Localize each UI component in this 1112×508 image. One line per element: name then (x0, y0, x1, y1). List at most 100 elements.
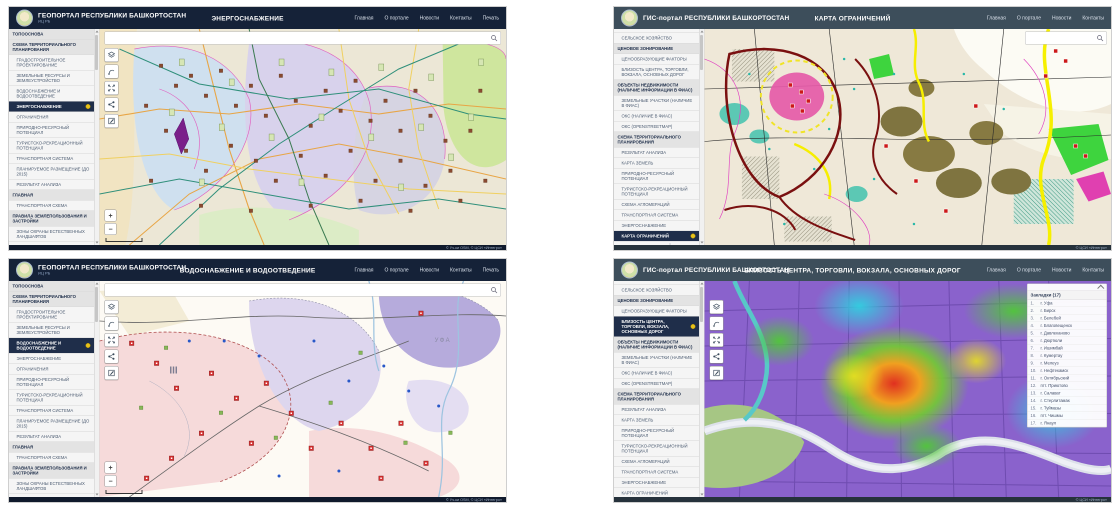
nav-link[interactable]: Контакты (1082, 267, 1104, 273)
sidebar-item[interactable]: ПРИРОДНО-РЕСУРСНЫЙ ПОТЕНЦИАЛ (614, 425, 699, 442)
sidebar-item[interactable]: ОКС (НАЛИЧИЕ В ФИАС) (614, 111, 699, 122)
legend-row[interactable]: 9. г. Мелеуз (1027, 360, 1107, 367)
sidebar-item[interactable]: КАРТА ЗЕМЕЛЬ (614, 415, 699, 426)
sidebar-item[interactable]: СХЕМА ТЕРРИТОРИАЛЬНОГО ПЛАНИРОВАНИЯ (614, 389, 699, 405)
sidebar-item[interactable]: ЭНЕРГОСНАБЖЕНИЕ (614, 220, 699, 232)
sidebar-item[interactable]: ОКС (OPENSTREETMAP) (614, 378, 699, 390)
sidebar-item[interactable]: ОКС (OPENSTREETMAP) (614, 121, 699, 133)
scroll-down-icon[interactable] (95, 240, 100, 245)
zoom-in-button[interactable]: + (104, 209, 117, 222)
edit-tool-button[interactable] (104, 366, 119, 380)
legend-row[interactable]: 2. г. Бирск (1027, 307, 1107, 315)
sidebar-item[interactable]: АГРОПРОМЫШЛЕННЫЙ КОМПЛЕКС (614, 241, 699, 245)
legend-row[interactable]: 6. г. Дюртюли (1027, 337, 1107, 345)
sidebar-item[interactable]: РЕЗУЛЬТАТ АНАЛИЗА (9, 431, 94, 443)
scroll-up-icon[interactable] (700, 281, 705, 286)
nav-link[interactable]: Новости (419, 15, 440, 21)
sidebar-item[interactable]: ПРИРОДНО-РЕСУРСНЫЙ ПОТЕНЦИАЛ (614, 168, 699, 185)
nav-link[interactable]: Контакты (450, 267, 472, 273)
nav-link[interactable]: Печать (482, 15, 499, 21)
sidebar-scrollbar[interactable] (699, 29, 705, 245)
sidebar-item[interactable]: ЗОНЫ ОХРАНЫ ЕСТЕСТВЕННЫХ ЛАНДШАФТОВ (9, 478, 94, 495)
sidebar-item[interactable]: ГЛАВНАЯ (9, 190, 94, 201)
sidebar-item[interactable]: БЛИЗОСТЬ ЦЕНТРА, ТОРГОВЛИ, ВОКЗАЛА, ОСНО… (614, 64, 699, 81)
share-tool-button[interactable] (709, 349, 724, 364)
layers-tool-button[interactable] (104, 48, 119, 62)
scroll-thumb[interactable] (700, 35, 703, 70)
sidebar-item[interactable]: ЦЕНОВОЕ ЗОНИРОВАНИЕ (614, 295, 699, 307)
sidebar-item[interactable]: КАРТА ОГРАНИЧЕНИЙ (614, 488, 699, 497)
map-canvas-restrictions[interactable] (704, 29, 1112, 245)
share-tool-button[interactable] (104, 349, 119, 364)
sidebar-item[interactable]: СХЕМА ТЕРРИТОРИАЛЬНОГО ПЛАНИРОВАНИЯ (614, 132, 699, 148)
legend-row[interactable]: 17. г. Янаул (1027, 420, 1107, 427)
scroll-down-icon[interactable] (700, 492, 705, 497)
sidebar-item[interactable]: РЕЗУЛЬТАТ АНАЛИЗА (9, 179, 94, 191)
legend-row[interactable]: 7. г. Ишимбай (1027, 345, 1107, 352)
legend-collapse[interactable] (1027, 284, 1107, 292)
sidebar-item[interactable]: ТРАНСПОРТНАЯ СИСТЕМА (614, 210, 699, 221)
sidebar-item[interactable]: ЭНЕРГОСНАБЖЕНИЕ (9, 353, 94, 365)
nav-link[interactable]: Новости (1052, 15, 1072, 21)
layers-tool-button[interactable] (709, 300, 724, 314)
sidebar-item[interactable]: ПЛАНИРУЕМОЕ РАЗМЕЩЕНИЕ (ДО 2015) (9, 164, 94, 180)
legend-row[interactable]: 14. г. Стерлитамак (1027, 397, 1107, 405)
sidebar-item[interactable]: СЕЛЬСКОЕ ХОЗЯЙСТВО (614, 33, 699, 44)
fullscreen-tool-button[interactable] (709, 333, 724, 347)
sidebar-item[interactable]: ГЛАВНАЯ (9, 442, 94, 453)
sidebar-item[interactable]: ЗЕМЕЛЬНЫЕ РЕСУРСЫ И ЗЕМЛЕУСТРОЙСТВО (9, 70, 94, 87)
sidebar-item[interactable]: ПРИРОДНО-РЕСУРСНЫЙ ПОТЕНЦИАЛ (9, 374, 94, 391)
legend-row[interactable]: 12. пгт. Приютово (1027, 382, 1107, 390)
scroll-up-icon[interactable] (95, 281, 100, 286)
zoom-in-button[interactable]: + (104, 461, 117, 474)
sidebar-item[interactable]: ГРАДОСТРОИТЕЛЬНОЕ ПРОЕКТИРОВАНИЕ (9, 55, 94, 71)
sidebar-item[interactable]: ЦЕНОВОЕ ЗОНИРОВАНИЕ (614, 43, 699, 55)
sidebar-item[interactable]: БЛИЗОСТЬ ЦЕНТРА, ТОРГОВЛИ, ВОКЗАЛА, ОСНО… (614, 316, 699, 338)
legend-row[interactable]: 11. г. Октябрьский (1027, 375, 1107, 382)
scroll-thumb[interactable] (95, 287, 98, 322)
measure-tool-button[interactable] (104, 64, 119, 79)
nav-link[interactable]: О портале (1016, 15, 1042, 21)
nav-link[interactable]: Контакты (1082, 15, 1104, 21)
sidebar-item[interactable]: РЕЗУЛЬТАТ АНАЛИЗА (614, 404, 699, 416)
sidebar-item[interactable]: СЕЛЬСКОЕ ХОЗЯЙСТВО (614, 285, 699, 296)
sidebar-scrollbar[interactable] (699, 281, 705, 497)
legend-row[interactable]: 3. г. Белебей (1027, 315, 1107, 322)
sidebar-item[interactable]: СХЕМА АГЛОМЕРАЦИЙ (614, 456, 699, 468)
legend-row[interactable]: 16. пгт. Чишмы (1027, 412, 1107, 420)
legend-row[interactable]: 5. г. Давлеканово (1027, 330, 1107, 337)
sidebar-item[interactable]: ЗЕМЕЛЬНЫЕ УЧАСТКИ (НАЛИЧИЕ В ФИАС) (614, 95, 699, 112)
sidebar-item[interactable]: РЕЗУЛЬТАТ АНАЛИЗА (614, 147, 699, 159)
sidebar-item[interactable]: КАРТА ОГРАНИЧЕНИЙ (614, 231, 699, 242)
sidebar-item[interactable]: ТОПООСНОВА (9, 29, 94, 40)
scroll-up-icon[interactable] (700, 29, 705, 34)
nav-link[interactable]: О портале (384, 15, 409, 21)
fullscreen-tool-button[interactable] (104, 81, 119, 95)
search-input[interactable] (108, 286, 491, 294)
sidebar-item[interactable]: ТОПООСНОВА (9, 281, 94, 292)
zoom-out-button[interactable]: − (104, 223, 117, 235)
search-input[interactable] (1028, 34, 1097, 42)
sidebar-item[interactable]: СХЕМА ТЕРРИТОРИАЛЬНОГО ПЛАНИРОВАНИЯ (9, 291, 94, 308)
nav-link[interactable]: Контакты (450, 15, 472, 21)
sidebar-item[interactable]: ЗОНЫ ОХРАНЫ ВОДОЕМОВ (9, 242, 94, 245)
sidebar-item[interactable]: ТУРИСТСКО-РЕКРЕАЦИОННЫЙ ПОТЕНЦИАЛ (614, 184, 699, 200)
sidebar-item[interactable]: ЭНЕРГОСНАБЖЕНИЕ (614, 477, 699, 489)
sidebar-item[interactable]: ТРАНСПОРТНАЯ СХЕМА (9, 200, 94, 212)
sidebar-item[interactable]: ОГРАНИЧЕНИЯ (9, 364, 94, 375)
sidebar-item[interactable]: ОКС (НАЛИЧИЕ В ФИАС) (614, 368, 699, 379)
sidebar-scrollbar[interactable] (94, 281, 100, 497)
share-tool-button[interactable] (104, 97, 119, 112)
map-canvas-energy[interactable] (99, 29, 507, 245)
fullscreen-tool-button[interactable] (104, 333, 119, 347)
sidebar-item[interactable]: ОБЪЕКТЫ НЕДВИЖИМОСТИ (НАЛИЧИЕ ИНФОРМАЦИИ… (614, 80, 699, 96)
sidebar-item[interactable]: ОГРАНИЧЕНИЯ (9, 112, 94, 123)
nav-link[interactable]: Новости (1052, 267, 1072, 273)
sidebar-item[interactable]: СХЕМА АГЛОМЕРАЦИЙ (614, 199, 699, 211)
layers-tool-button[interactable] (104, 300, 119, 314)
sidebar-item[interactable]: ЗОНЫ ОХРАНЫ ВОДОЕМОВ (9, 494, 94, 497)
sidebar-item[interactable]: ПРАВИЛА ЗЕМЛЕПОЛЬЗОВАНИЯ И ЗАСТРОЙКИ (9, 211, 94, 227)
nav-link[interactable]: Главная (986, 267, 1006, 273)
sidebar-item[interactable]: КАРТА ЗЕМЕЛЬ (614, 158, 699, 169)
sidebar-item[interactable]: ПРИРОДНО-РЕСУРСНЫЙ ПОТЕНЦИАЛ (9, 122, 94, 139)
